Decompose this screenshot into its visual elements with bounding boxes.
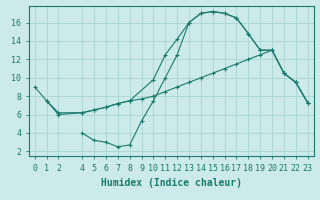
X-axis label: Humidex (Indice chaleur): Humidex (Indice chaleur) bbox=[101, 178, 242, 188]
